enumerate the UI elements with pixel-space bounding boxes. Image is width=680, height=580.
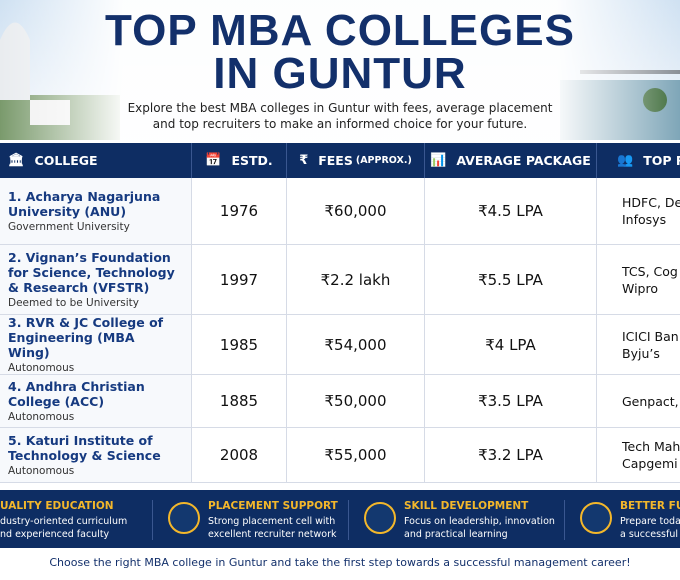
college-cell: 1. Acharya Nagarjuna University (ANU) Gov… [0, 178, 192, 245]
package-cell: ₹3.5 LPA [425, 375, 597, 428]
recruiter: Tech Mah [622, 439, 680, 454]
column-header: 📅 ESTD. [192, 143, 287, 178]
recruiter: Wipro [622, 280, 659, 296]
estd-cell: 1985 [192, 315, 287, 375]
feature-icon [168, 502, 200, 534]
package-cell: ₹5.5 LPA [425, 245, 597, 315]
icon: 👥 [617, 153, 634, 168]
icon: ₹ [299, 153, 309, 168]
feature-text: a successful f [620, 529, 680, 540]
recruiters-cell: ICICI Ban Byju’s [597, 315, 680, 375]
footer: Choose the right MBA college in Guntur a… [49, 556, 631, 569]
header-label: COLLEGE [34, 153, 98, 168]
recruiters-cell: HDFC, De Infosys [597, 178, 680, 245]
column-header: ₹ FEES (APPROX.) [287, 143, 425, 178]
column-header: 📊 AVERAGE PACKAGE [425, 143, 597, 178]
feature-text: Prepare toda [620, 516, 680, 527]
icon: 📅 [205, 153, 222, 168]
feature-text: dustry-oriented curriculum [0, 516, 128, 527]
recruiters-cell: TCS, Cog Wipro [597, 245, 680, 315]
title: TOP MBA COLLEGES [105, 6, 575, 55]
recruiter: TCS, Cog [622, 263, 678, 279]
fees-cell: ₹2.2 lakh [287, 245, 425, 315]
recruiter: Genpact, [622, 393, 679, 409]
estd-cell: 1997 [192, 245, 287, 315]
feature-text: excellent recruiter network [208, 529, 337, 540]
feature-text: and practical learning [404, 529, 508, 540]
estd-cell: 1885 [192, 375, 287, 428]
recruiter: Infosys [622, 212, 667, 227]
fees-cell: ₹50,000 [287, 375, 425, 428]
recruiters-cell: Genpact, [597, 375, 680, 428]
feature-title: PLACEMENT SUPPORT [208, 500, 338, 512]
header-label: TOP RE [643, 153, 680, 168]
subtitle: and top recruiters to make an informed c… [152, 117, 528, 131]
feature-title: SKILL DEVELOPMENT [404, 500, 529, 512]
college-cell: 2. Vignan’s Foundation for Science, Tech… [0, 245, 192, 315]
column-header: 🏛 COLLEGE [0, 143, 192, 178]
college-name: 2. Vignan’s Foundation for Science, Tech… [8, 250, 175, 295]
title: IN GUNTUR [213, 49, 467, 98]
divider [564, 500, 565, 540]
college-type: Autonomous [8, 362, 75, 374]
package-cell: ₹3.2 LPA [425, 428, 597, 483]
feature-title: BETTER FUTU [620, 500, 680, 512]
header-note: (APPROX.) [355, 155, 412, 166]
college-cell: 5. Katuri Institute of Technology & Scie… [0, 428, 192, 483]
fees-cell: ₹55,000 [287, 428, 425, 483]
header-background [0, 0, 680, 140]
feature-icon [364, 502, 396, 534]
estd-cell: 1976 [192, 178, 287, 245]
fees-cell: ₹60,000 [287, 178, 425, 245]
college-type: Deemed to be University [8, 297, 140, 309]
college-name: 1. Acharya Nagarjuna University (ANU) [8, 189, 161, 219]
icon: 📊 [430, 153, 447, 168]
header-label: AVERAGE PACKAGE [456, 153, 591, 168]
recruiter: HDFC, De [622, 195, 680, 210]
recruiter: Byju’s [622, 345, 660, 361]
header-label: ESTD. [231, 153, 273, 168]
icon: 🏛 [8, 153, 25, 168]
recruiter: Capgemi [622, 456, 678, 471]
column-header: 👥 TOP RE [597, 143, 680, 178]
feature-title: UALITY EDUCATION [0, 500, 114, 512]
college-type: Autonomous [8, 465, 75, 477]
college-name: 3. RVR & JC College of Engineering (MBA … [8, 315, 164, 360]
feature-text: Focus on leadership, innovation [404, 516, 555, 527]
divider [348, 500, 349, 540]
feature-text: Strong placement cell with [208, 516, 336, 527]
fees-cell: ₹54,000 [287, 315, 425, 375]
estd-cell: 2008 [192, 428, 287, 483]
college-type: Autonomous [8, 411, 75, 423]
feature-icon [580, 502, 612, 534]
header-label: FEES [318, 153, 353, 168]
subtitle: Explore the best MBA colleges in Guntur … [127, 101, 553, 115]
college-cell: 3. RVR & JC College of Engineering (MBA … [0, 315, 192, 375]
package-cell: ₹4.5 LPA [425, 178, 597, 245]
recruiters-cell: Tech Mah Capgemi [597, 428, 680, 483]
college-name: 5. Katuri Institute of Technology & Scie… [8, 433, 161, 463]
feature-band [0, 490, 680, 548]
package-cell: ₹4 LPA [425, 315, 597, 375]
college-cell: 4. Andhra Christian College (ACC) Autonom… [0, 375, 192, 428]
feature-text: nd experienced faculty [0, 529, 110, 540]
divider [152, 500, 153, 540]
college-type: Government University [8, 221, 130, 233]
college-name: 4. Andhra Christian College (ACC) [8, 379, 145, 409]
recruiter: ICICI Ban [622, 328, 679, 344]
